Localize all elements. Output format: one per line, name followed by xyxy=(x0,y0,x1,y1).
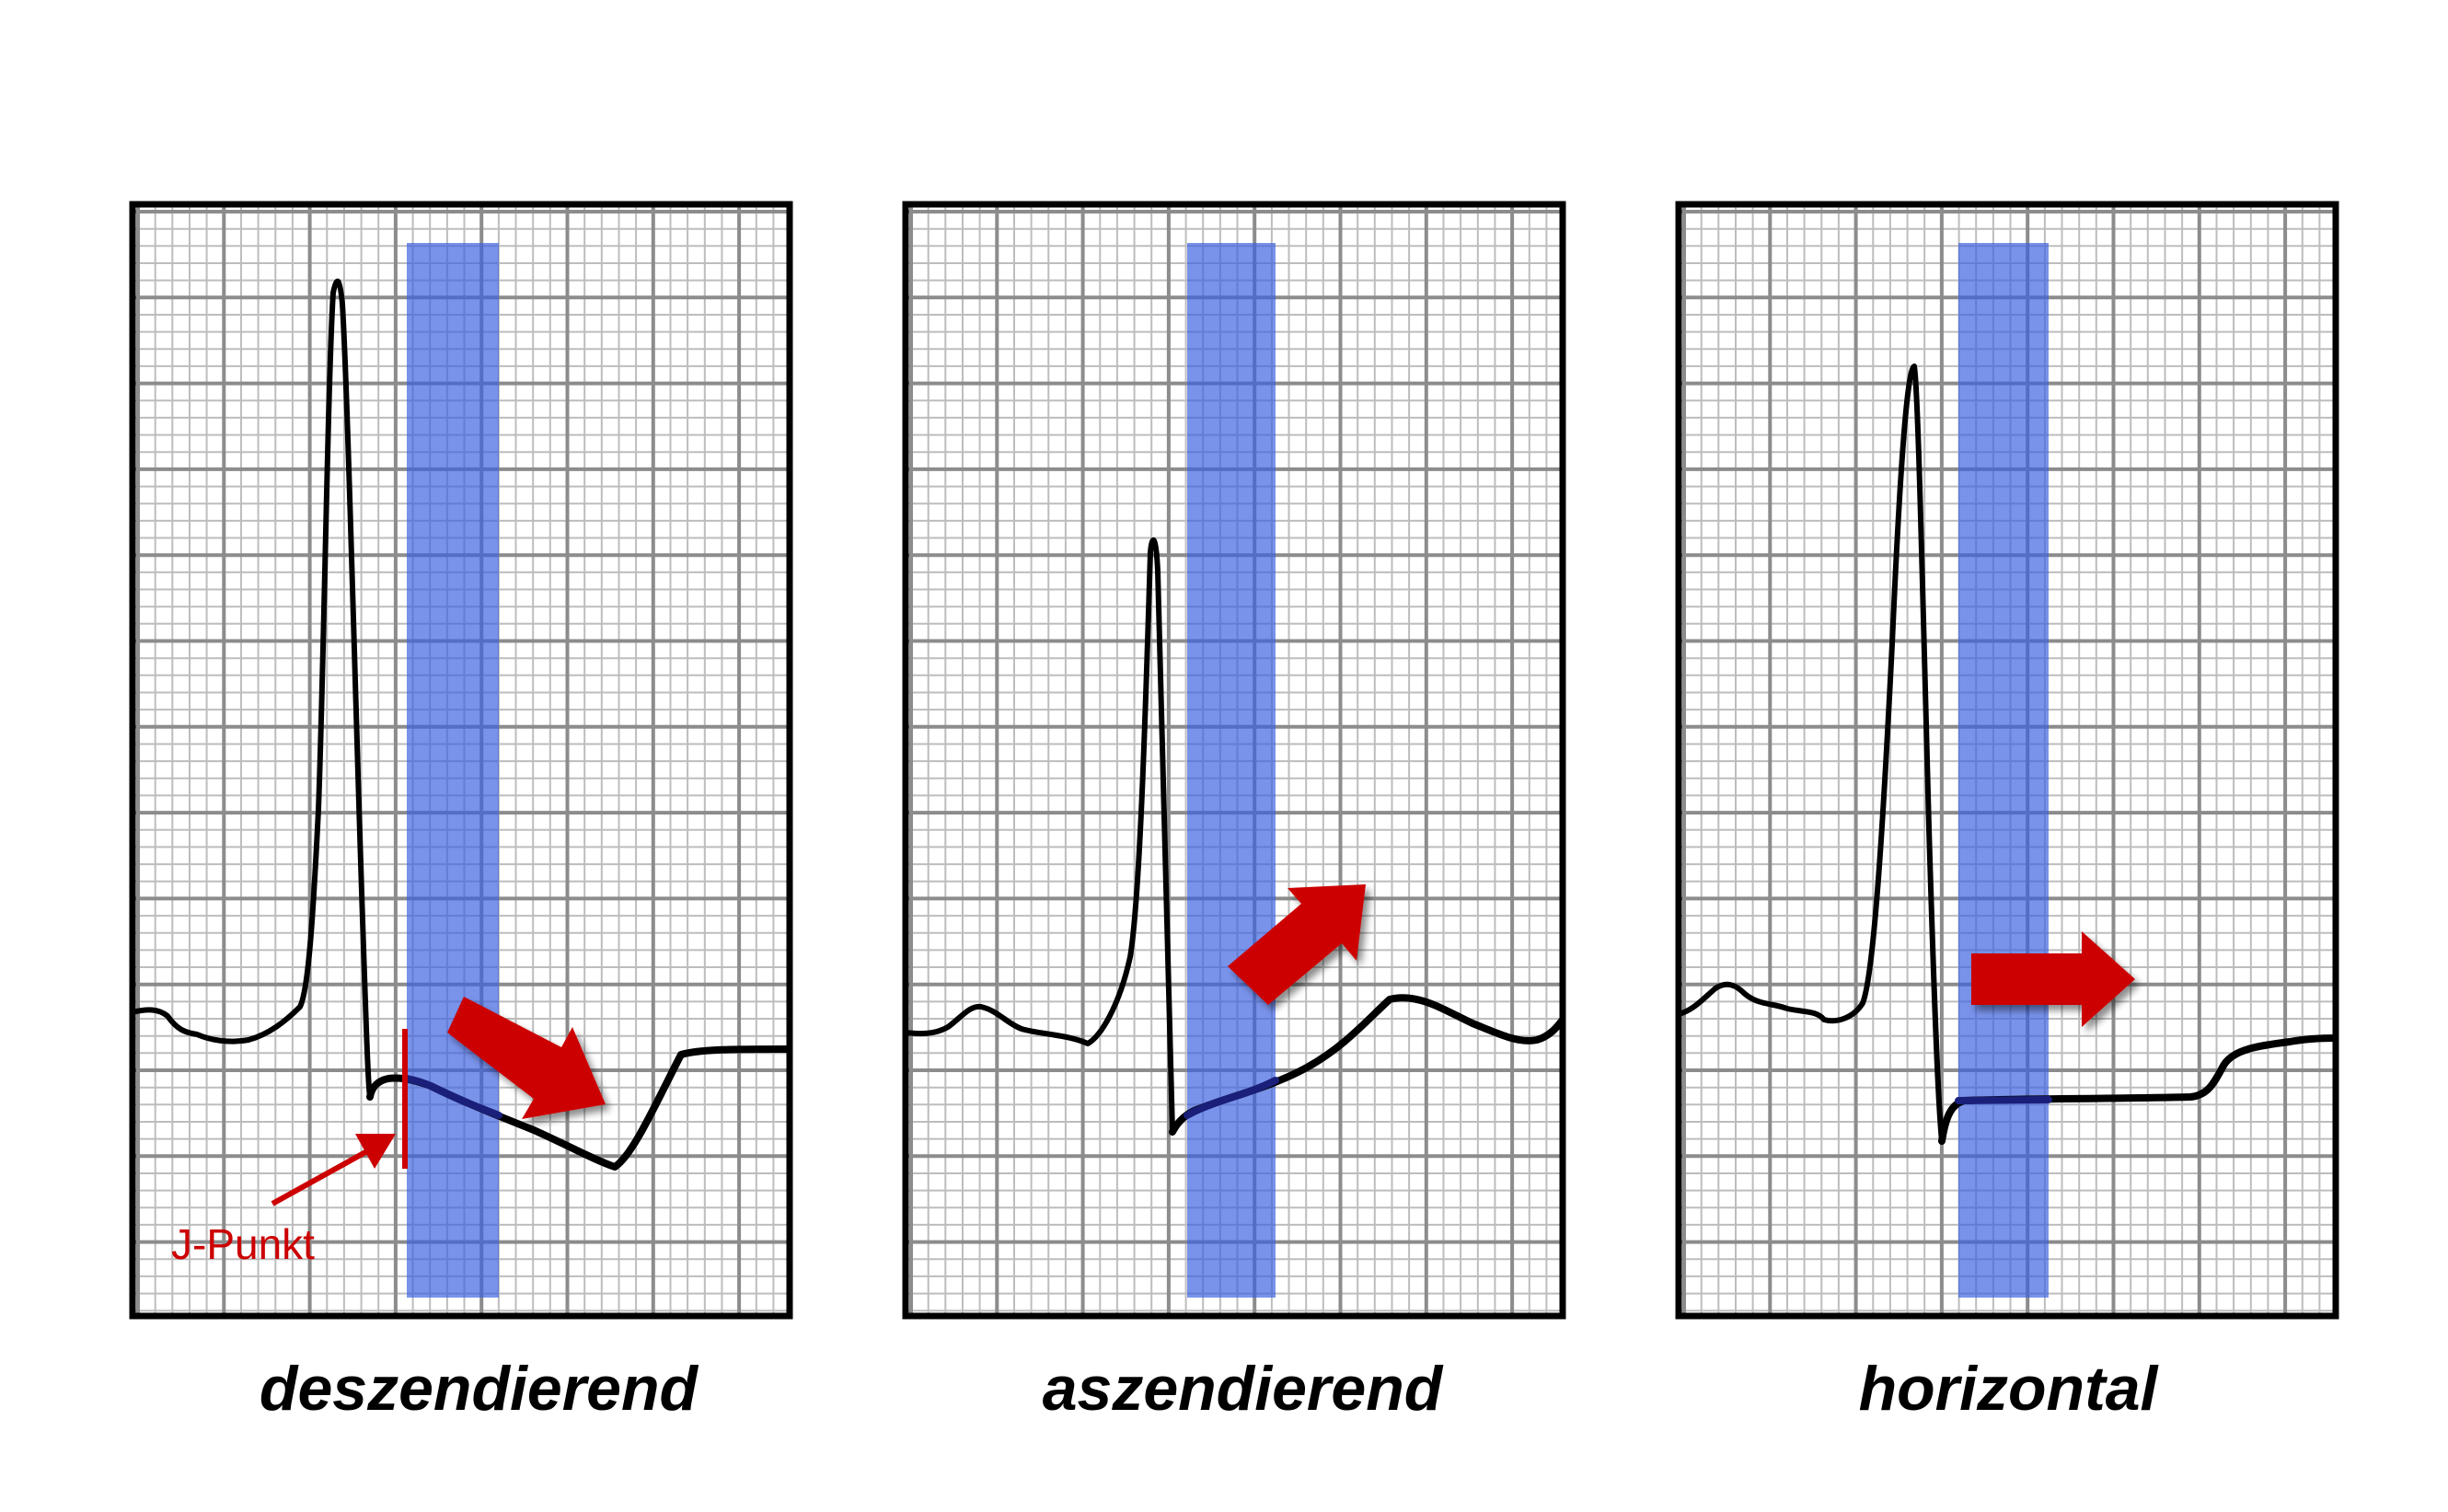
st-window-band xyxy=(1958,243,2049,1298)
panel-caption: horizontal xyxy=(1859,1354,2160,1424)
st-segment-highlight xyxy=(403,1075,502,1119)
j-point-label: J-Punkt xyxy=(171,1220,315,1268)
trend-arrow xyxy=(1971,931,2135,1027)
panel-descending: J-Punkt deszendierend xyxy=(129,201,793,1424)
st-segment-highlight xyxy=(1955,1096,2052,1104)
st-window-band xyxy=(1187,243,1276,1298)
ecg-trace xyxy=(906,537,1175,1135)
st-segment xyxy=(366,1045,790,1171)
ecg-trace xyxy=(1679,364,1945,1144)
panel-frame xyxy=(1675,201,2339,1320)
panel-frame xyxy=(902,201,1566,1320)
trend-arrow xyxy=(447,997,606,1119)
st-segment-highlight xyxy=(1184,1077,1279,1119)
trend-arrow xyxy=(1228,884,1366,1005)
panel-caption: aszendierend xyxy=(1043,1354,1444,1424)
panel-horizontal: horizontal xyxy=(1675,201,2339,1424)
ecg-trace xyxy=(133,278,373,1100)
st-window-band xyxy=(407,243,499,1298)
panel-ascending: aszendierend xyxy=(902,201,1566,1424)
panel-caption: deszendierend xyxy=(260,1354,699,1424)
panel-frame xyxy=(129,201,793,1320)
j-point-arrow xyxy=(271,1134,396,1206)
